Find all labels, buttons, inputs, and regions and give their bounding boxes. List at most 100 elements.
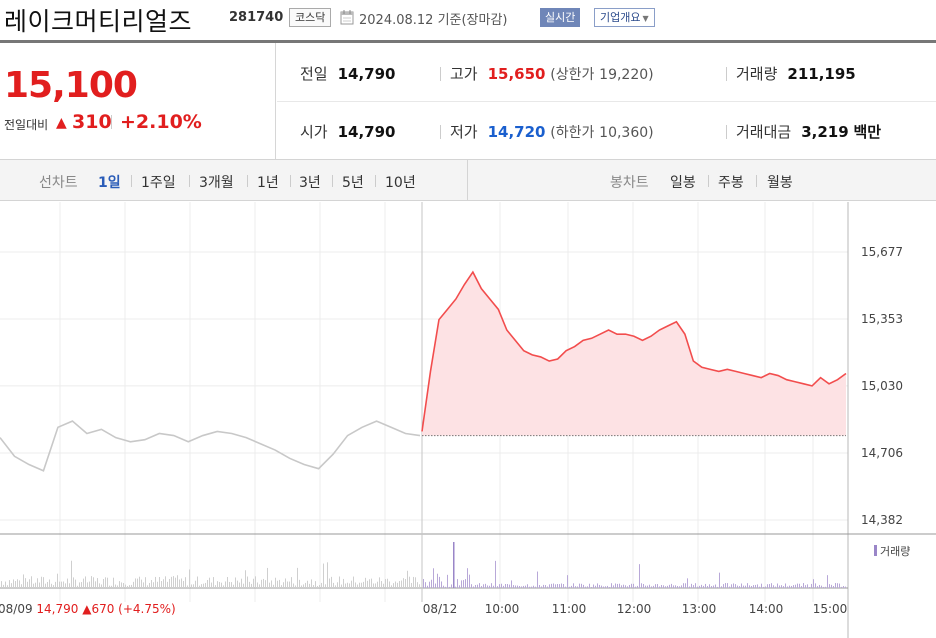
volume-bar xyxy=(547,586,548,588)
candle-weekly[interactable]: 주봉 xyxy=(718,175,744,191)
prev-session-summary: 08/09 14,790 ▲670 (+4.75%) xyxy=(0,602,176,616)
volume-bar xyxy=(13,579,14,588)
volume-bar xyxy=(263,578,264,588)
volume-bar xyxy=(349,583,350,588)
prev-session-change-percent: (+4.75%) xyxy=(114,602,175,616)
volume-bar xyxy=(575,586,576,588)
volume-bar xyxy=(695,583,696,588)
volume-bar xyxy=(687,578,688,588)
period-10y[interactable]: 10년 xyxy=(385,175,416,191)
volume-bar xyxy=(365,577,366,588)
volume-bar xyxy=(407,570,408,588)
volume-bar xyxy=(413,576,414,588)
volume-bar xyxy=(701,584,702,588)
volume-bar xyxy=(79,582,80,588)
period-1w[interactable]: 1주일 xyxy=(141,175,176,191)
period-3m[interactable]: 3개월 xyxy=(199,175,234,191)
realtime-button[interactable]: 실시간 xyxy=(540,8,581,27)
volume-bar xyxy=(397,582,398,588)
volume-bar xyxy=(45,583,46,588)
volume-bar xyxy=(559,584,560,588)
period-1y[interactable]: 1년 xyxy=(257,175,279,191)
volume-bar xyxy=(591,586,592,588)
candle-monthly[interactable]: 월봉 xyxy=(767,175,793,191)
volume-bar xyxy=(167,581,168,588)
volume-bar xyxy=(715,584,716,588)
volume-bar xyxy=(659,586,660,588)
volume-bar xyxy=(379,577,380,588)
volume-bar xyxy=(313,585,314,588)
volume-bar xyxy=(143,582,144,588)
volume-bar xyxy=(553,583,554,588)
volume-bar xyxy=(411,582,412,588)
volume-bar xyxy=(57,573,58,588)
volume-value: 211,195 xyxy=(787,65,856,83)
volume-bar xyxy=(477,584,478,588)
volume-bar xyxy=(281,585,282,588)
volume-bar xyxy=(471,584,472,588)
volume-bar xyxy=(371,578,372,588)
volume-bar xyxy=(549,584,550,588)
volume-bar xyxy=(497,586,498,588)
volume-bar xyxy=(161,581,162,588)
volume-bar xyxy=(447,574,448,588)
volume-bar xyxy=(121,582,122,588)
volume-bar xyxy=(235,577,236,588)
volume-bar xyxy=(255,576,256,588)
volume-bar xyxy=(623,584,624,588)
high-cell: 고가 15,650 (상한가 19,220) xyxy=(450,63,654,84)
volume-bar xyxy=(455,586,456,588)
prev-close-label: 전일 xyxy=(300,65,328,83)
volume-bar xyxy=(571,585,572,588)
candle-daily[interactable]: 일봉 xyxy=(670,175,696,191)
volume-bar xyxy=(357,584,358,588)
period-divider xyxy=(290,175,291,187)
volume-bar xyxy=(699,585,700,588)
volume-bar xyxy=(175,577,176,588)
volume-bar xyxy=(667,585,668,588)
volume-bar xyxy=(109,585,110,588)
volume-bar xyxy=(221,582,222,588)
volume-bar xyxy=(795,584,796,588)
volume-bar xyxy=(361,582,362,588)
volume-bar xyxy=(717,586,718,588)
volume-bar xyxy=(661,584,662,588)
prev-close-cell: 전일 14,790 xyxy=(300,63,396,84)
company-overview-dropdown[interactable]: 기업개요 ▼ xyxy=(594,8,655,27)
period-1d[interactable]: 1일 xyxy=(98,175,121,191)
volume-bar xyxy=(387,578,388,588)
volume-bar xyxy=(811,583,812,588)
volume-bar xyxy=(129,585,130,588)
time-axis: 08/12 10:00 11:00 12:00 13:00 14:00 15:00 08/09… xyxy=(0,602,847,616)
volume-bar xyxy=(719,572,720,588)
volume-bar xyxy=(809,586,810,588)
volume-bar xyxy=(653,585,654,588)
volume-bar xyxy=(319,585,320,588)
volume-bar xyxy=(177,575,178,588)
volume-bar xyxy=(155,576,156,588)
period-divider xyxy=(332,175,333,187)
volume-bar xyxy=(273,584,274,588)
volume-bar xyxy=(479,583,480,588)
volume-bar xyxy=(505,583,506,588)
volume-bar xyxy=(89,581,90,588)
volume-bar xyxy=(767,584,768,588)
low-label: 저가 xyxy=(450,123,478,141)
prev-session-line xyxy=(0,420,421,472)
period-5y[interactable]: 5년 xyxy=(342,175,364,191)
volume-bar xyxy=(47,581,48,588)
volume-bar xyxy=(429,581,430,588)
lower-limit-value: 10,360 xyxy=(599,125,649,141)
y-tick-label: 15,353 xyxy=(861,312,903,326)
volume-bar xyxy=(487,585,488,588)
volume-bar xyxy=(629,584,630,588)
cell-divider xyxy=(726,125,727,139)
intraday-chart[interactable]: 15,677 15,353 15,030 14,706 14,382 거래량 08/12… xyxy=(0,202,936,638)
volume-bar xyxy=(63,581,64,588)
period-3y[interactable]: 3년 xyxy=(299,175,321,191)
volume-bar xyxy=(297,567,298,588)
volume-bar xyxy=(355,582,356,588)
price-summary: 15,100 전일대비 ▲ 310 +2.10% xyxy=(0,43,276,159)
volume-bar xyxy=(49,579,50,588)
volume-bar xyxy=(531,586,532,588)
